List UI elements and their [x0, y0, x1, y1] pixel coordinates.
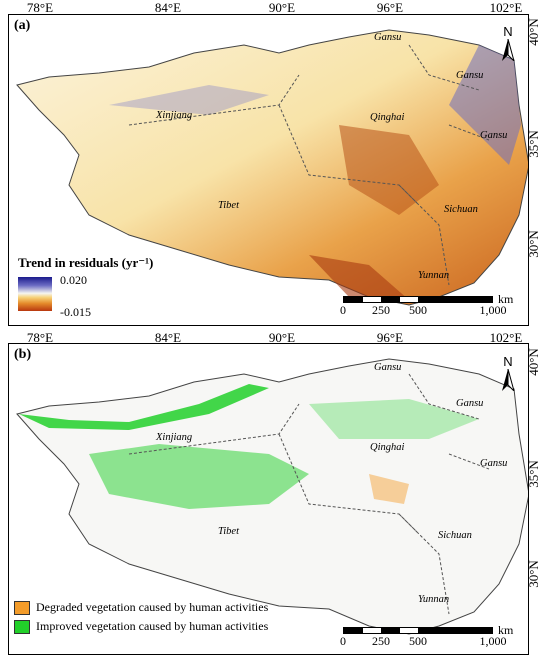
province-label: Tibet [218, 200, 240, 211]
lon-label: 78°E [26, 330, 54, 345]
province-label: Gansu [456, 70, 484, 81]
lon-label: 102°E [489, 0, 523, 15]
province-label: Tibet [218, 526, 240, 537]
province-label: Yunnan [418, 270, 450, 281]
legend-item-degraded: Degraded vegetation caused by human acti… [14, 600, 268, 615]
color-ramp [18, 277, 52, 311]
legend-a: Trend in residuals (yr⁻¹) 0.020 -0.015 [18, 255, 154, 319]
panel-b: 78°E 84°E 90°E 96°E 102°E 40°N 35°N 30°N… [0, 330, 550, 661]
scale-tick: 250 [372, 303, 390, 317]
map-frame-a [8, 14, 529, 326]
lon-label: 96°E [376, 0, 404, 15]
scale-bar: km 0 250 500 1,000 [340, 623, 513, 648]
lon-label: 96°E [376, 330, 404, 345]
lon-label: 90°E [268, 0, 296, 15]
north-label: N [503, 24, 513, 39]
lat-label: 35°N [526, 130, 542, 158]
legend-min: -0.015 [60, 305, 91, 319]
north-arrow-icon [502, 38, 515, 63]
province-label: Gansu [480, 130, 508, 141]
lat-label: 40°N [526, 18, 542, 46]
province-label: Qinghai [370, 112, 405, 123]
map-a [16, 29, 528, 306]
province-label: Gansu [480, 458, 508, 469]
plateau-outline [16, 29, 528, 306]
lat-label: 30°N [526, 230, 542, 258]
scale-unit: km [498, 292, 514, 306]
north-label: N [503, 354, 513, 369]
lat-label: 30°N [526, 560, 542, 588]
swatch-improved [14, 619, 30, 634]
province-label: Qinghai [370, 442, 405, 453]
province-label: Gansu [456, 398, 484, 409]
map-frame-b [8, 343, 529, 655]
scale-bar-graphic [343, 627, 493, 634]
lon-label: 78°E [26, 0, 54, 15]
lon-label: 102°E [489, 330, 523, 345]
map-b [16, 358, 528, 635]
scale-tick: 1,000 [479, 303, 507, 317]
scale-tick: 0 [340, 634, 346, 648]
lon-label: 84°E [154, 0, 182, 15]
swatch-degraded [14, 600, 30, 615]
scale-tick: 1,000 [479, 634, 507, 648]
scale-tick: 0 [340, 303, 346, 317]
legend-max: 0.020 [60, 273, 87, 287]
panel-a: 78°E 84°E 90°E 96°E 102°E 40°N 35°N 30°N [0, 0, 550, 330]
province-label: Gansu [374, 32, 402, 43]
legend-label: Degraded vegetation caused by human acti… [36, 600, 269, 614]
panel-label: (a) [14, 18, 31, 33]
legend-label: Improved vegetation caused by human acti… [36, 619, 269, 633]
north-arrow: N [500, 24, 516, 66]
lat-label: 35°N [526, 460, 542, 488]
panel-label: (b) [14, 347, 32, 362]
lon-label: 90°E [268, 330, 296, 345]
scale-tick: 500 [409, 303, 427, 317]
province-label: Gansu [374, 362, 402, 373]
north-arrow: N [500, 354, 516, 396]
scale-tick: 500 [409, 634, 427, 648]
scale-bar: km 0 250 500 1,000 [340, 292, 513, 317]
scale-bar-graphic [343, 296, 493, 303]
lat-label: 40°N [526, 348, 542, 376]
north-arrow-icon [502, 368, 515, 393]
province-label: Xinjiang [156, 110, 193, 121]
lon-label: 84°E [154, 330, 182, 345]
province-label: Yunnan [418, 594, 450, 605]
province-label: Sichuan [444, 204, 478, 215]
scale-unit: km [498, 623, 514, 637]
province-label: Sichuan [438, 530, 472, 541]
legend-title: Trend in residuals (yr⁻¹) [18, 255, 154, 270]
province-label: Xinjiang [156, 432, 193, 443]
legend-b: Degraded vegetation caused by human acti… [14, 600, 268, 638]
scale-tick: 250 [372, 634, 390, 648]
legend-item-improved: Improved vegetation caused by human acti… [14, 619, 268, 634]
